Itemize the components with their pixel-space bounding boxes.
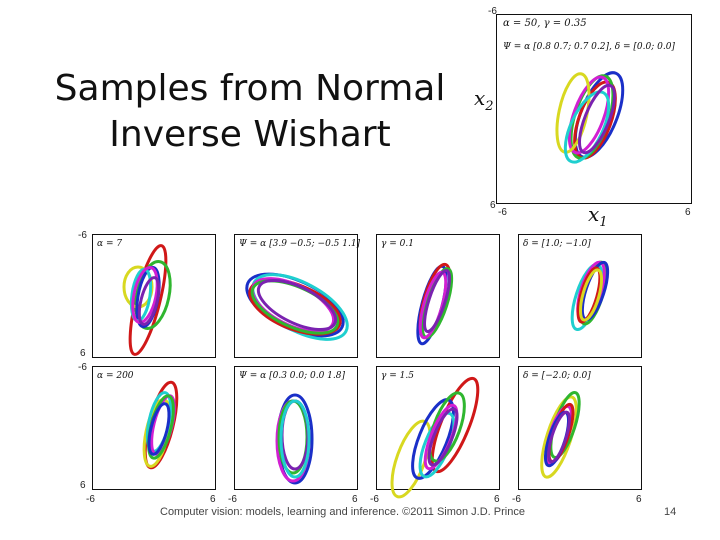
panel-delta-1-label: δ = [1.0; −1.0] (523, 239, 591, 249)
panel-alpha-200-label: α = 200 (97, 371, 134, 381)
sample-ellipse-purple (578, 83, 616, 155)
panel-gamma-15-ellipses (390, 376, 480, 499)
main-ellipse-plot: α = 50, γ = 0.35 Ψ = α [0.8 0.7; 0.7 0.2… (496, 14, 692, 204)
panel-psi-wide-label: Ψ = α [3.9 −0.5; −0.5 1.1] (239, 239, 361, 249)
sample-ellipse-yellow (578, 268, 604, 322)
col1-tick-left: -6 (86, 494, 95, 505)
panel-delta-2-ellipses (540, 391, 581, 479)
main-plot-label-2: Ψ = α [0.8 0.7; 0.7 0.2], δ = [0.0; 0.0] (503, 42, 675, 52)
panel-psi-wide-ellipses (245, 272, 349, 341)
sample-ellipse-blue (147, 402, 171, 456)
panel-alpha-7-ellipses (122, 244, 172, 356)
col1-tick-right: 6 (210, 494, 216, 505)
panel-psi-tall-label: Ψ = α [0.3 0.0; 0.0 1.8] (239, 371, 345, 381)
row2-tick-bottom: 6 (80, 480, 86, 491)
panel-psi-tall: Ψ = α [0.3 0.0; 0.0 1.8] (234, 366, 358, 490)
page-number: 14 (664, 506, 677, 518)
row1-tick-bottom: 6 (80, 348, 86, 359)
sample-ellipse-purple (137, 276, 161, 326)
sample-ellipse-green (428, 391, 466, 463)
panel-gamma-01-label: γ = 0.1 (381, 239, 414, 249)
main-plot-ellipses (555, 71, 625, 164)
title-line-1: Samples from Normal (54, 68, 446, 109)
sample-ellipse-red (576, 266, 602, 324)
sample-ellipse-purple (423, 268, 451, 334)
sample-ellipse-purple (547, 410, 571, 464)
row1-tick-top: -6 (78, 230, 87, 241)
panel-gamma-01-ellipses (416, 262, 454, 346)
sample-ellipse-cyan (279, 399, 311, 479)
main-x-tick-right: 6 (685, 207, 691, 218)
y-axis-label: x2 (474, 86, 494, 114)
panel-alpha-200-ellipses (142, 380, 179, 470)
col3-tick-left: -6 (370, 494, 379, 505)
panel-gamma-15: γ = 1.5 (376, 366, 500, 499)
panel-gamma-01: γ = 0.1 (376, 234, 500, 358)
sample-ellipse-magenta (567, 75, 611, 155)
panel-delta-2: δ = [−2.0; 0.0] (518, 366, 642, 490)
col2-tick-right: 6 (352, 494, 358, 505)
panel-delta-2-label: δ = [−2.0; 0.0] (523, 371, 591, 381)
footer-citation: Computer vision: models, learning and in… (160, 506, 525, 518)
sample-ellipse-purple (427, 407, 459, 467)
col3-tick-right: 6 (494, 494, 500, 505)
title-line-2: Inverse Wishart (109, 114, 391, 155)
main-plot-label-1: α = 50, γ = 0.35 (503, 18, 587, 29)
panel-alpha-200: α = 200 (92, 366, 216, 490)
main-y-tick-bottom: 6 (490, 200, 496, 211)
col2-tick-left: -6 (228, 494, 237, 505)
x-axis-label: x1 (588, 202, 608, 230)
panel-alpha-7: α = 7 (92, 234, 216, 358)
main-y-tick-top: -6 (488, 6, 497, 17)
col4-tick-right: 6 (636, 494, 642, 505)
panel-psi-wide: Ψ = α [3.9 −0.5; −0.5 1.1] (234, 234, 361, 358)
panel-delta-1-ellipses (570, 260, 610, 332)
sample-ellipse-magenta (131, 266, 159, 324)
sample-ellipse-cyan (563, 90, 611, 164)
col4-tick-left: -6 (512, 494, 521, 505)
main-x-tick-left: -6 (498, 207, 507, 218)
panel-gamma-15-label: γ = 1.5 (381, 371, 414, 381)
panel-psi-tall-ellipses (275, 393, 314, 485)
sample-ellipse-yellow (540, 395, 578, 479)
panel-delta-1: δ = [1.0; −1.0] (518, 234, 642, 358)
panel-alpha-7-label: α = 7 (97, 239, 123, 249)
sample-ellipse-purple (256, 278, 338, 332)
slide-title: Samples from Normal Inverse Wishart (40, 66, 460, 158)
row2-tick-top: -6 (78, 362, 87, 373)
